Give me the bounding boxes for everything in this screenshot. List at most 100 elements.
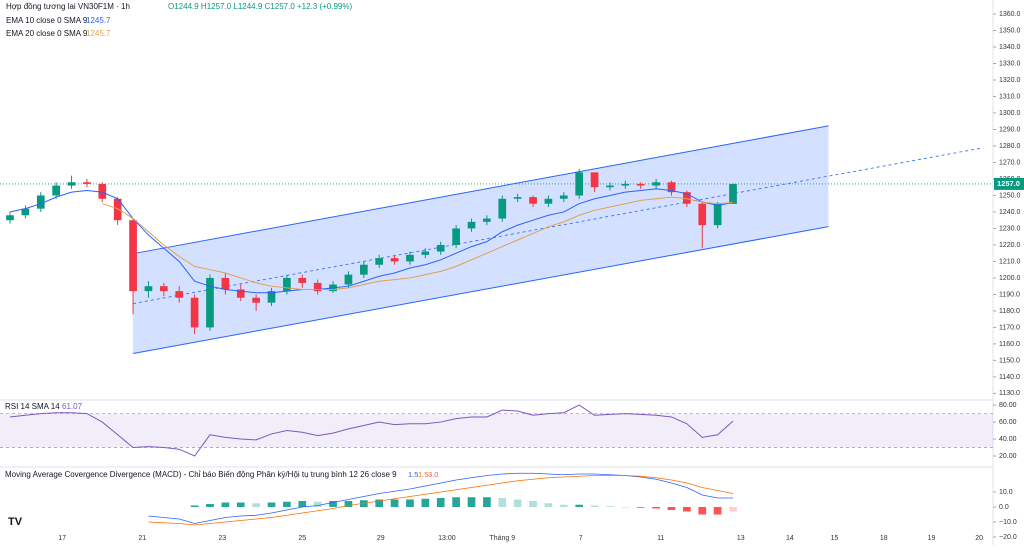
y-tick-label: 40.00 <box>999 436 1017 443</box>
y-tick-label: 1300.0 <box>999 110 1021 117</box>
x-tick-label: 13 <box>737 535 745 542</box>
y-tick-label: 1250.0 <box>999 192 1021 199</box>
ema-line <box>102 196 734 290</box>
histogram-bar <box>713 507 722 515</box>
candle-body <box>175 291 184 298</box>
candle-body <box>483 218 491 222</box>
candle-body <box>590 172 599 188</box>
legend-value: 1.5 <box>408 470 418 479</box>
candle-body <box>375 258 384 265</box>
candle-body <box>436 244 445 252</box>
y-tick-label: 1150.0 <box>999 357 1020 364</box>
legend-value: 1.5 <box>418 470 428 479</box>
candle-body <box>359 264 368 275</box>
histogram-bar <box>467 497 476 507</box>
channel <box>133 125 829 354</box>
y-tick-label: 1290.0 <box>999 126 1021 133</box>
candle-body <box>113 198 122 221</box>
histogram-bar <box>344 501 353 507</box>
rsi-band <box>0 413 993 448</box>
candle-body <box>575 172 584 196</box>
histogram-bar <box>498 498 507 507</box>
histogram-bar <box>575 504 584 507</box>
candle-body <box>452 228 460 245</box>
candle-body <box>713 203 722 226</box>
histogram-bar <box>206 504 214 507</box>
histogram-bar <box>252 503 260 507</box>
y-tick-label: 80.00 <box>999 402 1017 409</box>
candle-body <box>267 291 276 303</box>
x-tick-label: 18 <box>880 535 888 542</box>
histogram-bar <box>329 501 337 507</box>
legend-value: 1245.7 <box>86 29 111 38</box>
y-tick-label: 1340.0 <box>999 44 1021 51</box>
histogram-bar <box>529 501 537 507</box>
histogram-bar <box>559 504 568 507</box>
candle-body <box>652 182 660 186</box>
histogram-bar <box>729 507 737 512</box>
channel-lower <box>132 226 829 354</box>
legend-value: 1245.7 <box>86 16 111 25</box>
histogram-bar <box>544 503 553 507</box>
histogram-bar <box>298 501 307 507</box>
candle-body <box>6 215 14 221</box>
candle-body <box>98 183 107 199</box>
logo: TV <box>8 516 23 528</box>
ohlc: O1244.9 H1257.0 L1244.9 C1257.0 +12.3 (+… <box>168 2 352 11</box>
y-tick-label: 1160.0 <box>999 341 1020 348</box>
candle-body <box>683 192 691 204</box>
y-tick-label: 1330.0 <box>999 60 1021 67</box>
histogram-bar <box>375 499 384 507</box>
pane-title: RSI 14 SMA 14 <box>5 402 60 411</box>
candle-body <box>344 274 353 285</box>
rsi-line <box>9 404 734 457</box>
legend-value: 61.07 <box>62 402 83 411</box>
candle-body <box>498 198 507 219</box>
y-tick-label: 0.0 <box>999 504 1009 511</box>
candle-body <box>421 251 430 255</box>
x-tick-label: 17 <box>58 535 66 542</box>
legend-value: 3.0 <box>428 470 438 479</box>
y-tick-label: 20.00 <box>999 453 1017 460</box>
candle-body <box>190 297 199 328</box>
y-tick-label: 1190.0 <box>999 291 1020 298</box>
y-tick-label: −10.0 <box>999 519 1017 526</box>
y-tick-label: −20.0 <box>999 534 1017 541</box>
histogram-bar <box>436 498 445 507</box>
y-tick-label: 1320.0 <box>999 77 1021 84</box>
x-tick-label: 21 <box>138 535 146 542</box>
candle-body <box>636 183 645 186</box>
candle-body <box>667 182 676 193</box>
legend-label: EMA 10 close 0 SMA 9 <box>6 16 88 25</box>
histogram-bar <box>590 505 599 507</box>
pane-title: Moving Average Covergence Divergence (MA… <box>5 470 397 479</box>
y-tick-label: 1310.0 <box>999 93 1021 100</box>
x-tick-label: 7 <box>579 535 583 542</box>
histogram-bar <box>483 497 491 507</box>
y-tick-label: 1210.0 <box>999 258 1021 265</box>
y-tick-label: 1200.0 <box>999 275 1021 282</box>
y-tick-label: 1230.0 <box>999 225 1021 232</box>
y-tick-label: 10.0 <box>999 489 1013 496</box>
y-tick-label: 1220.0 <box>999 242 1021 249</box>
y-tick-label: 1170.0 <box>999 324 1020 331</box>
candle-body <box>159 286 168 292</box>
price-tag <box>994 177 1024 190</box>
candle-body <box>206 277 214 328</box>
x-tick-label: 23 <box>218 535 226 542</box>
histogram-bar <box>421 498 430 507</box>
macd-line <box>148 472 734 524</box>
candle-body <box>698 203 707 226</box>
candle-body <box>729 183 737 204</box>
channel-upper <box>132 125 829 255</box>
candle-body <box>67 182 76 186</box>
candle-body <box>544 198 553 204</box>
x-tick-label: 14 <box>786 535 794 542</box>
histogram-bar <box>606 506 614 507</box>
candle-body <box>467 221 476 229</box>
y-tick-label: 1180.0 <box>999 308 1020 315</box>
candle-body <box>21 208 30 216</box>
candle-body <box>144 286 153 292</box>
candle-body <box>36 195 45 209</box>
